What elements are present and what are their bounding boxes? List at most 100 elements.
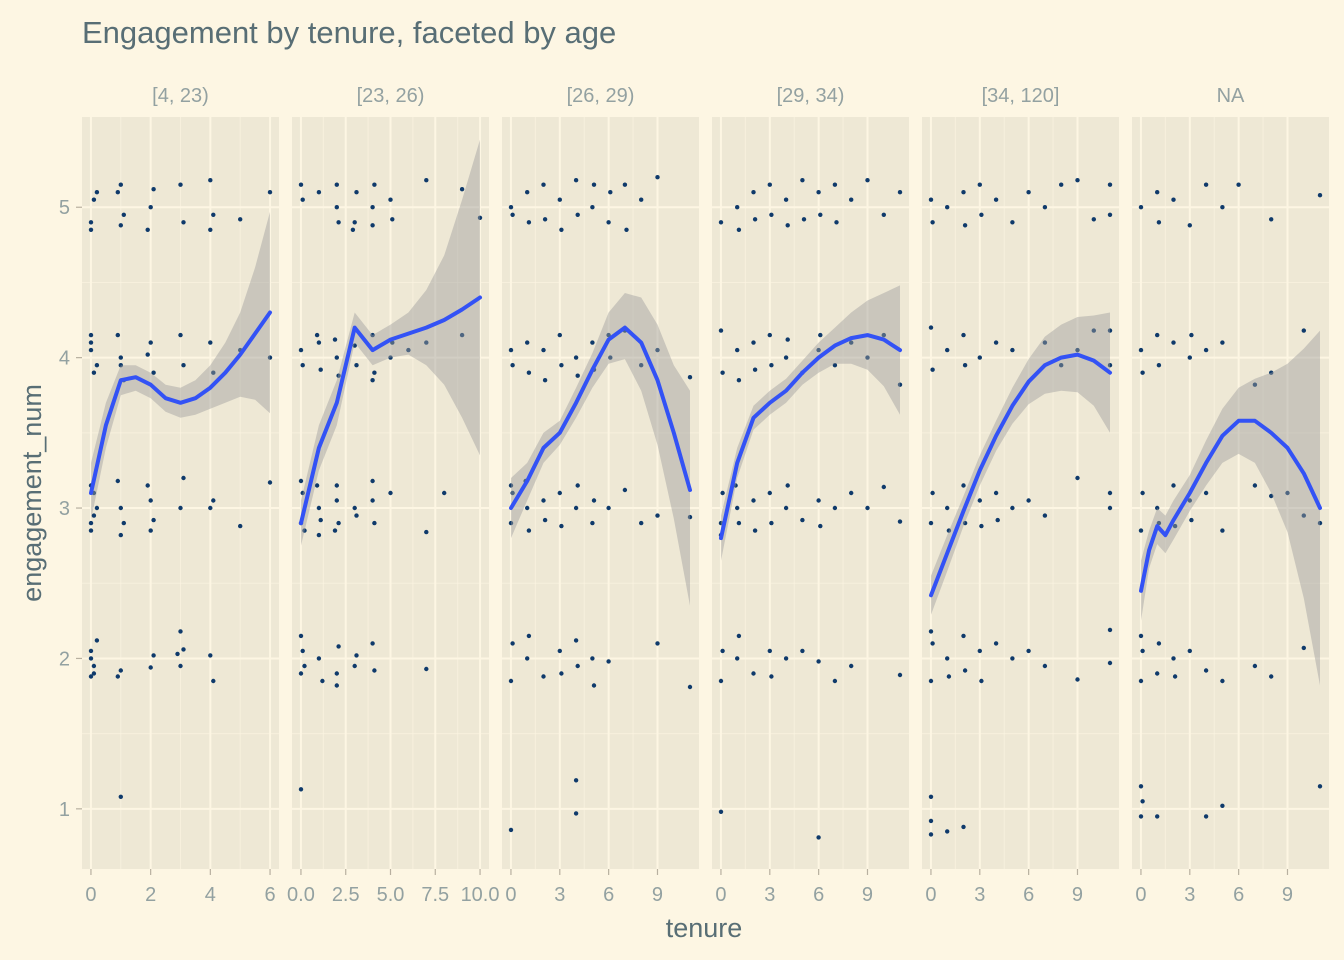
- data-point: [118, 505, 124, 511]
- data-point: [94, 363, 100, 368]
- data-point: [300, 363, 305, 368]
- x-tick-label: 0: [85, 884, 96, 906]
- data-point: [1042, 663, 1048, 669]
- data-point: [211, 498, 216, 503]
- data-point: [962, 363, 968, 368]
- data-point: [118, 355, 124, 360]
- facet-panel: [34, 120] 0 3 6 9: [922, 85, 1119, 906]
- data-point: [372, 520, 377, 526]
- data-point: [849, 197, 854, 202]
- data-point: [1203, 814, 1209, 819]
- data-point: [945, 505, 950, 511]
- data-point: [372, 182, 377, 187]
- facet-panel: [26, 29) 0 3 6 9: [502, 85, 699, 906]
- data-point: [354, 363, 359, 368]
- data-point: [354, 190, 359, 195]
- data-point: [606, 505, 611, 511]
- data-point: [1042, 340, 1048, 345]
- data-point: [88, 227, 94, 232]
- data-point: [178, 663, 183, 669]
- data-point: [508, 483, 514, 488]
- data-point: [865, 505, 870, 511]
- smooth-line: [929, 352, 1112, 598]
- data-point: [575, 373, 580, 378]
- data-point: [318, 367, 323, 372]
- data-point: [88, 656, 94, 661]
- data-point: [145, 483, 150, 488]
- data-point: [575, 212, 580, 217]
- data-point: [88, 220, 94, 225]
- data-point: [1155, 332, 1160, 338]
- data-point: [624, 227, 629, 232]
- data-point: [151, 653, 156, 658]
- data-point: [687, 684, 693, 690]
- data-point: [928, 629, 934, 634]
- data-point: [316, 190, 322, 195]
- data-point: [1301, 645, 1307, 651]
- data-point: [977, 498, 982, 503]
- data-point: [298, 633, 304, 639]
- data-point: [1010, 656, 1015, 661]
- data-point: [1269, 370, 1274, 375]
- smooth-line: [1139, 418, 1322, 593]
- data-point: [336, 520, 341, 526]
- data-point: [336, 220, 341, 225]
- data-point: [977, 355, 982, 360]
- data-point: [800, 648, 805, 654]
- data-point: [1138, 814, 1144, 819]
- y-tick-label: 4: [59, 348, 70, 370]
- data-point: [1026, 190, 1031, 195]
- data-point: [1156, 363, 1162, 368]
- data-point: [785, 337, 790, 342]
- data-point: [1171, 483, 1176, 488]
- data-point: [655, 175, 660, 180]
- data-point: [816, 347, 821, 353]
- data-point: [800, 517, 805, 523]
- data-point: [151, 370, 156, 375]
- data-point: [1203, 182, 1209, 187]
- x-tick-label: 9: [1072, 884, 1083, 906]
- data-point: [1301, 513, 1307, 518]
- y-tick-label: 3: [59, 498, 70, 520]
- data-point: [591, 498, 597, 503]
- x-tick-label: 3: [764, 884, 775, 906]
- data-point: [88, 340, 94, 345]
- data-point: [208, 505, 213, 511]
- data-point: [211, 212, 216, 217]
- data-point: [1091, 217, 1097, 222]
- data-point: [928, 197, 934, 202]
- data-point: [88, 332, 94, 338]
- data-point: [557, 648, 562, 654]
- data-point: [1220, 803, 1225, 808]
- data-point: [608, 355, 613, 360]
- data-point: [655, 347, 660, 353]
- data-point: [267, 480, 273, 485]
- data-point: [208, 178, 213, 183]
- data-point: [118, 182, 124, 187]
- facet-strip-label: [29, 34): [777, 85, 845, 107]
- data-point: [1010, 220, 1015, 225]
- data-point: [526, 370, 532, 375]
- data-point: [590, 520, 595, 526]
- facet-strip-label: [34, 120]: [982, 85, 1060, 107]
- data-point: [118, 668, 124, 673]
- data-point: [91, 671, 97, 676]
- data-point: [849, 340, 854, 345]
- y-axis: 1 2 3 4 5: [59, 197, 82, 821]
- data-point: [767, 490, 772, 496]
- data-point: [849, 663, 854, 669]
- data-point: [151, 187, 156, 192]
- data-point: [181, 363, 186, 368]
- data-point: [962, 520, 968, 526]
- data-point: [118, 363, 124, 368]
- data-point: [995, 517, 1000, 523]
- data-point: [928, 832, 934, 837]
- data-point: [977, 648, 982, 654]
- data-point: [1140, 799, 1145, 804]
- data-point: [350, 227, 356, 232]
- data-point: [1138, 678, 1144, 684]
- data-point: [1107, 627, 1113, 633]
- data-point: [832, 505, 838, 511]
- x-tick-label: 5.0: [377, 884, 405, 906]
- x-tick-label: 4: [205, 884, 216, 906]
